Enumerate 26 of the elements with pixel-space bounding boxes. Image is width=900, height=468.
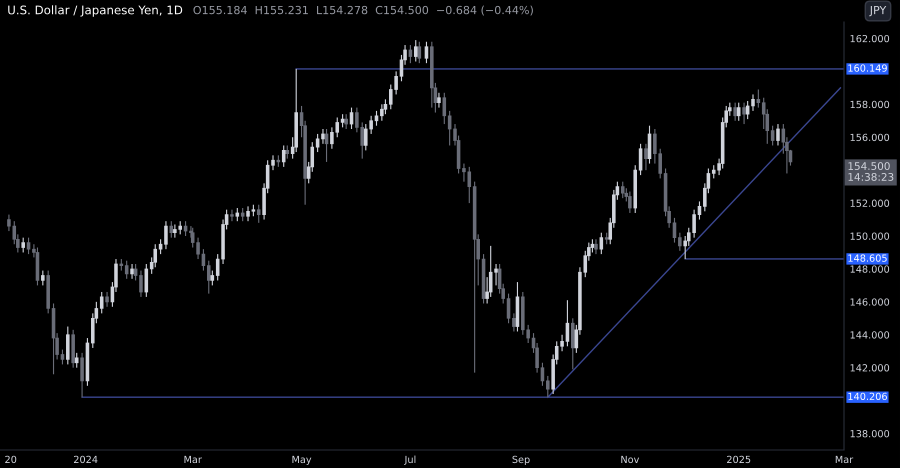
y-tick-label: 148.000	[850, 265, 890, 273]
x-tick-label: Sep	[512, 456, 530, 465]
series-label: 140.206	[848, 392, 887, 400]
y-tick-label: 150.000	[850, 232, 890, 240]
x-tick-label: Mar	[836, 456, 854, 464]
chart-subtitle: O155.184 H155.231 L154.278 C154.500 −0.684 (−0.44%)	[193, 6, 533, 16]
y-tick-label: 138.000	[850, 430, 890, 438]
text: 154.500 14:38:23	[848, 162, 894, 181]
y-tick-label: 142.000	[850, 364, 890, 372]
y-tick-label: 152.000	[850, 200, 890, 207]
x-tick-label: 20	[5, 456, 16, 464]
x-tick-label: 2025	[727, 456, 750, 464]
y-tick-label: 146.000	[850, 298, 890, 306]
x-tick-label: May	[292, 456, 312, 465]
series-label: 160.149	[848, 64, 887, 72]
x-tick-label: 2024	[74, 456, 98, 464]
x-tick-label: Mar	[184, 456, 202, 464]
y-tick-label: 144.000	[850, 331, 890, 339]
series-label: 148.605	[848, 254, 887, 262]
y-tick-label: 162.000	[850, 34, 890, 42]
chart-title: U.S. Dollar / Japanese Yen, 1D	[8, 5, 182, 17]
y-tick-label: 158.000	[850, 100, 890, 108]
x-tick-label: Nov	[621, 456, 640, 464]
text: JPY	[869, 6, 886, 16]
x-tick-label: Jul	[404, 456, 416, 465]
y-tick-label: 156.000	[850, 134, 890, 142]
